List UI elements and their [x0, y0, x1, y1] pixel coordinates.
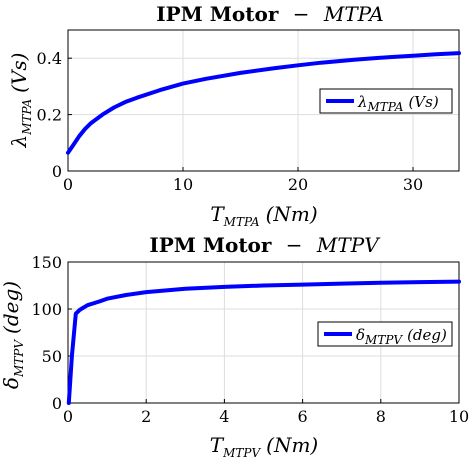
- chart-mtpv-xtick-label: 2: [141, 407, 151, 426]
- chart-mtpa-xtick-label: 10: [173, 175, 193, 194]
- chart-mtpv-plot-frame: [67, 261, 460, 404]
- chart-mtpv-series-line: [66, 279, 461, 405]
- chart-mtpa-xtick-label: 30: [403, 175, 423, 194]
- chart-mtpv-legend-unit: (deg): [407, 326, 447, 344]
- chart-mtpv-ytick-label: 50: [42, 347, 62, 366]
- chart-mtpv-ytick-label: 150: [31, 253, 62, 272]
- chart-mtpa-ylabel-unit: (Vs): [7, 53, 31, 93]
- chart-mtpv-legend-box: [317, 321, 453, 347]
- chart-mtpa-xtick-label: 0: [63, 175, 73, 194]
- chart-mtpa-xtick-label: 20: [288, 175, 308, 194]
- chart-mtpa-title-dash: −: [293, 2, 310, 26]
- chart-mtpv-xlabel-sub: MTPV: [222, 446, 261, 460]
- chart-mtpa-ytick-label: 0: [52, 162, 62, 181]
- chart-mtpv-legend-label: δMTPV (deg): [356, 326, 447, 347]
- chart-mtpa-series-line: [66, 51, 461, 155]
- chart-mtpv-title-mode: MTPV: [316, 233, 381, 257]
- chart-mtpa-title-prefix: IPM Motor: [156, 2, 279, 26]
- chart-mtpv-legend-main: δ: [356, 326, 365, 344]
- chart-mtpa-legend-main: λ: [357, 93, 368, 111]
- chart-mtpa-xlabel-sub: MTPA: [223, 215, 260, 229]
- chart-mtpv-ytick-label: 100: [31, 300, 62, 319]
- chart-mtpa-plot-frame: [67, 29, 460, 172]
- chart-mtpv-xtick-label: 10: [449, 407, 469, 426]
- chart-mtpa-series: [66, 51, 461, 155]
- chart-mtpa-legend-label: λMTPA (Vs): [357, 93, 439, 114]
- chart-mtpv-xtick-label: 4: [219, 407, 229, 426]
- chart-mtpa-xlabel-main: T: [210, 202, 225, 226]
- chart-mtpv-ytick-label: 0: [52, 394, 62, 413]
- chart-mtpv-ylabel-sub: MTPV: [12, 339, 26, 378]
- chart-mtpa-legend-sub: MTPA: [367, 100, 404, 114]
- chart-mtpv-xlabel-main: T: [210, 433, 225, 457]
- chart-mtpv-series: [66, 279, 461, 405]
- chart-mtpa-ylabel-sub: MTPA: [20, 99, 34, 136]
- chart-mtpv-ylabel-main: δ: [0, 377, 23, 389]
- chart-mtpa-ylabel: λMTPA (Vs): [7, 53, 34, 149]
- chart-mtpv-title-dash: −: [286, 233, 303, 257]
- chart-mtpa-title: IPM Motor − MTPA: [156, 2, 383, 26]
- chart-mtpa-legend-unit: (Vs): [408, 93, 438, 111]
- chart-mtpv-title: IPM Motor − MTPV: [149, 233, 381, 257]
- chart-mtpa-ytick-label: 0.4: [37, 49, 62, 68]
- chart-mtpa-ytick-label: 0.2: [37, 106, 62, 125]
- chart-mtpv-xtick-label: 8: [376, 407, 386, 426]
- chart-mtpa-xlabel: TMTPA (Nm): [210, 202, 317, 229]
- chart-mtpv-xtick-label: 6: [298, 407, 308, 426]
- chart-mtpv-xlabel: TMTPV (Nm): [210, 433, 318, 460]
- chart-mtpv-legend-sub: MTPV: [364, 333, 403, 347]
- chart-mtpa-ticks: 0 10 20 30 0 0.2 0.4: [37, 49, 424, 194]
- chart-mtpv-xtick-label: 0: [63, 407, 73, 426]
- chart-mtpa-xlabel-unit: (Nm): [266, 202, 318, 226]
- chart-mtpv-xlabel-unit: (Nm): [266, 433, 318, 457]
- chart-mtpa-legend: λMTPA (Vs): [319, 88, 453, 114]
- chart-mtpa-title-mode: MTPA: [323, 2, 384, 26]
- chart-mtpv-ylabel: δMTPV (deg): [0, 281, 26, 389]
- chart-mtpv-legend: δMTPV (deg): [317, 321, 453, 347]
- chart-mtpv-title-prefix: IPM Motor: [149, 233, 272, 257]
- chart-mtpa-ylabel-main: λ: [7, 135, 31, 149]
- chart-mtpv-ylabel-unit: (deg): [0, 281, 23, 334]
